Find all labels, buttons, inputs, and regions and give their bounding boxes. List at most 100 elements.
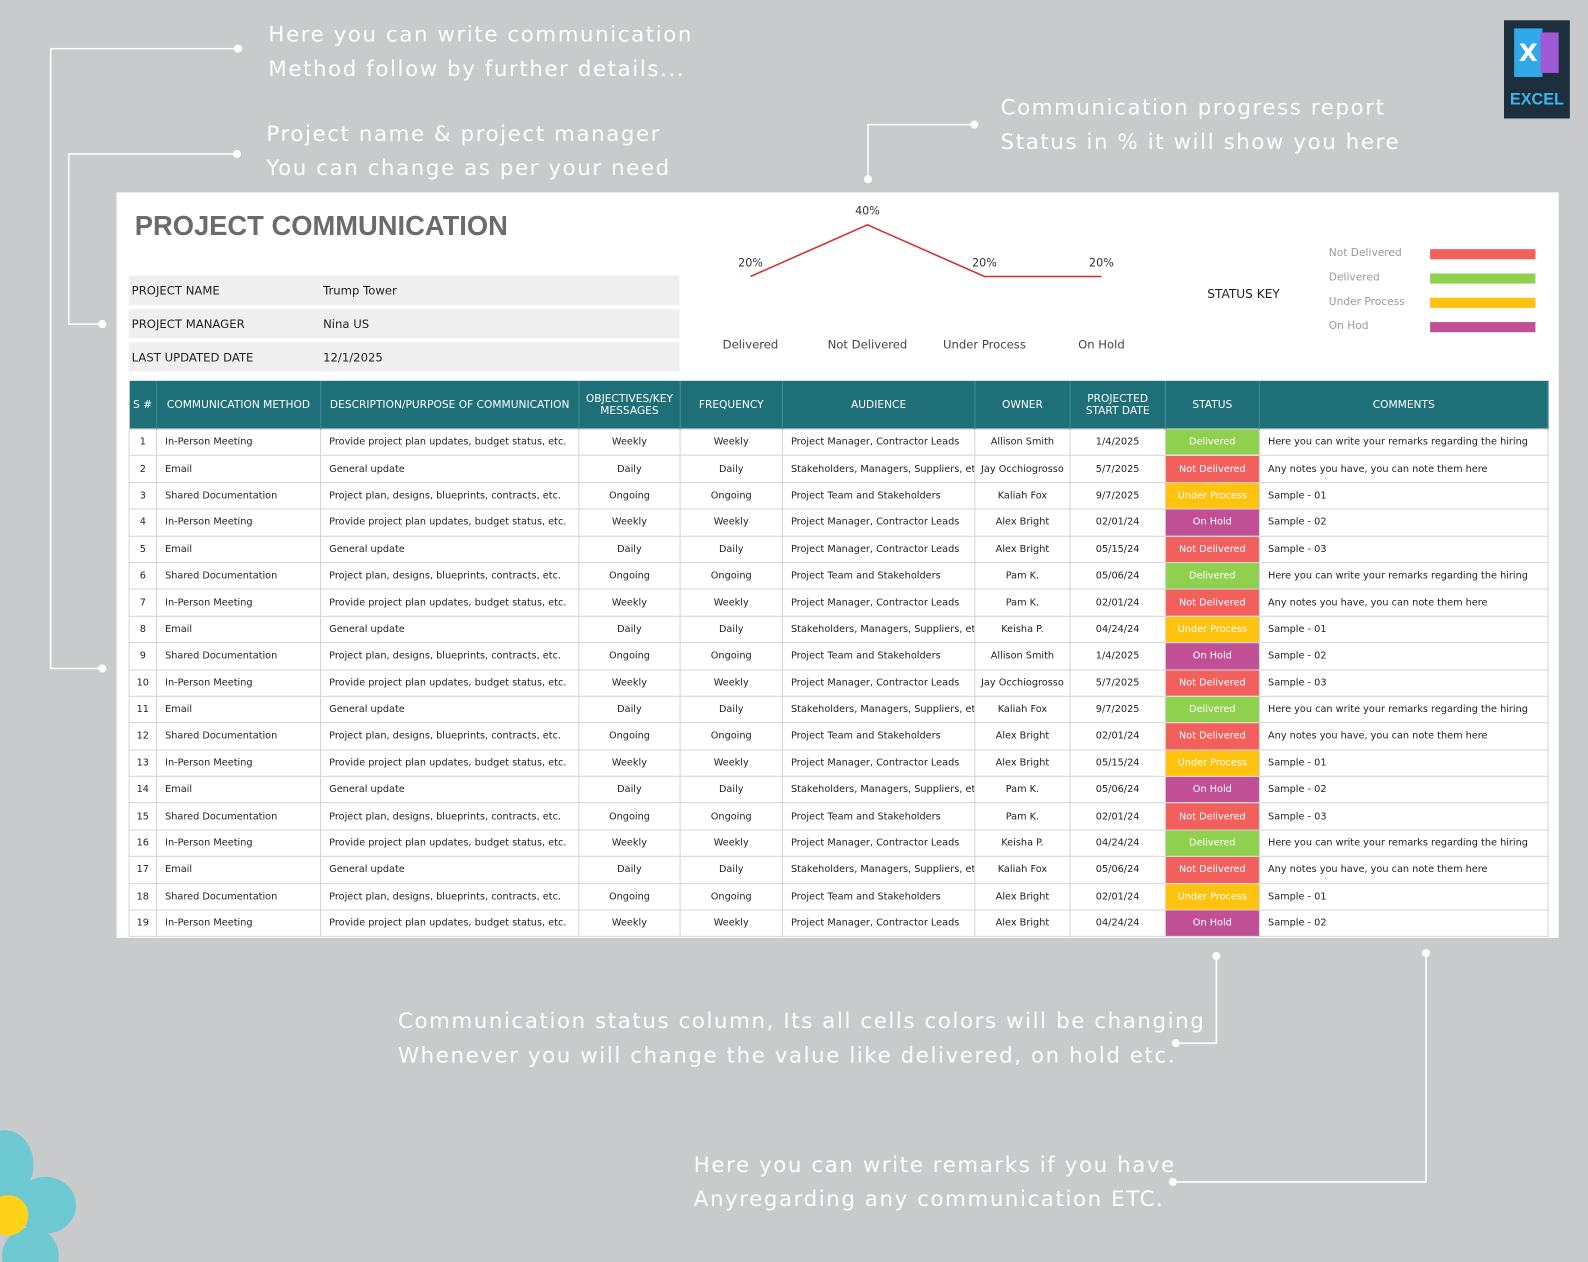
column-header: AUDIENCE	[782, 380, 976, 429]
table-cell: Ongoing	[578, 481, 681, 510]
table-cell: 9/7/2025	[1069, 695, 1166, 724]
table-cell: 9/7/2025	[1069, 481, 1166, 510]
table-cell: Sample - 01	[1258, 615, 1549, 644]
table-cell: Weekly	[679, 428, 783, 457]
table-cell: Daily	[578, 695, 681, 724]
table-row: 11 Email General update Daily Daily Stakehold…	[128, 695, 1549, 724]
table-cell: In-Person Meeting	[155, 749, 322, 777]
table-cell: Ongoing	[679, 642, 783, 670]
table-cell: Stakeholders, Managers, Suppliers, etc.	[781, 695, 976, 724]
status-cell: Under Process	[1164, 882, 1260, 911]
status-key-name: On Hod	[1328, 320, 1369, 333]
table-row: 14 Email General update Daily Daily Stakehold…	[128, 775, 1549, 804]
annotation: Communication progress report Status in %…	[1001, 90, 1401, 159]
table-cell: General update	[320, 695, 580, 724]
column-header: DESCRIPTION/PURPOSE OF COMMUNICATION	[320, 380, 580, 429]
table-cell: 3	[128, 481, 157, 510]
table-row: 13 In-Person Meeting Provide project plan …	[128, 749, 1549, 777]
status-cell: Not Delivered	[1164, 535, 1260, 564]
table-row: 17 Email General update Daily Daily Stakehold…	[128, 856, 1549, 884]
table-cell: Any notes you have, you can note them he…	[1258, 856, 1549, 884]
table-cell: Sample - 03	[1258, 802, 1549, 831]
flower	[0, 1130, 76, 1262]
annotation-line: Here you can write remarks if you have	[693, 1152, 1176, 1177]
table-cell: 02/01/24	[1069, 802, 1166, 831]
status-cell: Delivered	[1164, 829, 1260, 858]
status-key-swatch	[1430, 273, 1536, 284]
table-cell: 1/4/2025	[1069, 428, 1166, 457]
status-cell: Delivered	[1164, 695, 1260, 724]
info-value: Trump Tower	[323, 283, 397, 298]
table-cell: 5	[128, 535, 157, 564]
table-cell: Email	[155, 695, 322, 724]
table-cell: Jay Occhiogrosso	[974, 455, 1071, 483]
status-cell: Not Delivered	[1164, 668, 1260, 697]
table-cell: Daily	[578, 615, 681, 644]
table-cell: Here you can write your remarks regardin…	[1258, 695, 1549, 724]
status-cell: Not Delivered	[1164, 588, 1260, 617]
status-key-name: Not Delivered	[1328, 247, 1402, 260]
table-cell: 05/06/24	[1069, 775, 1166, 804]
table-cell: Ongoing	[578, 882, 681, 911]
table-cell: Ongoing	[679, 722, 783, 751]
table-cell: Stakeholders, Managers, Suppliers, etc.	[781, 615, 976, 644]
table-cell: Provide project plan updates, budget sta…	[320, 749, 580, 777]
table-cell: Alex Bright	[974, 722, 1071, 751]
info-label: PROJECT NAME	[131, 283, 220, 298]
table-cell: Daily	[578, 775, 681, 804]
communication-table: S # COMMUNICATION METHOD DESCRIPTION/PURPO…	[128, 380, 1549, 938]
status-cell: Under Process	[1164, 749, 1260, 777]
table-cell: Daily	[679, 775, 783, 804]
table-row: 4 In-Person Meeting Provide project plan u…	[128, 508, 1549, 537]
table-cell: Daily	[578, 856, 681, 884]
table-cell: Weekly	[578, 428, 681, 457]
table-cell: 9	[128, 642, 157, 670]
table-cell: Provide project plan updates, budget sta…	[320, 508, 580, 537]
status-cell: Under Process	[1164, 615, 1260, 644]
table-cell: 04/24/24	[1069, 829, 1166, 858]
table-cell: 02/01/24	[1069, 508, 1166, 537]
table-cell: Daily	[679, 535, 783, 564]
table-cell: Alex Bright	[974, 535, 1071, 564]
table-row: 18 Shared Documentation Project plan, desi…	[128, 882, 1549, 911]
table-row: 12 Shared Documentation Project plan, desi…	[128, 722, 1549, 751]
table-cell: 05/06/24	[1069, 856, 1166, 884]
annotation: Project name & project manager You can ch…	[266, 116, 670, 185]
table-cell: Project Team and Stakeholders	[781, 802, 976, 831]
column-header: STATUS	[1165, 380, 1260, 429]
table-cell: Provide project plan updates, budget sta…	[320, 909, 580, 938]
table-cell: Project Team and Stakeholders	[781, 562, 976, 590]
table-cell: Any notes you have, you can note them he…	[1258, 455, 1549, 483]
table-cell: Ongoing	[679, 882, 783, 911]
table-cell: 14	[128, 775, 157, 804]
table-cell: Here you can write your remarks regardin…	[1258, 428, 1549, 457]
status-key-swatch	[1430, 322, 1536, 333]
table-cell: Shared Documentation	[155, 802, 322, 831]
annotation-line: Communication status column, Its all cel…	[398, 1008, 1206, 1034]
table-cell: Ongoing	[578, 802, 681, 831]
table-cell: 7	[128, 588, 157, 617]
status-key-swatch	[1430, 249, 1536, 260]
table-cell: 1	[128, 428, 157, 457]
logo-label: EXCEL	[1509, 91, 1564, 109]
table-cell: 15	[128, 802, 157, 831]
table-cell: Ongoing	[578, 562, 681, 590]
table-cell: Weekly	[679, 749, 783, 777]
table-cell: Daily	[679, 455, 783, 483]
sheet-title: PROJECT COMMUNICATION	[134, 210, 508, 242]
table-cell: Project Manager, Contractor Leads	[781, 588, 976, 617]
table-cell: Daily	[679, 615, 783, 644]
table-cell: Kaliah Fox	[974, 695, 1071, 724]
table-cell: 02/01/24	[1069, 588, 1166, 617]
table-cell: 04/24/24	[1069, 615, 1166, 644]
table-cell: Any notes you have, you can note them he…	[1258, 588, 1549, 617]
status-cell: Not Delivered	[1164, 856, 1260, 884]
table-cell: Keisha P.	[974, 829, 1071, 858]
table-cell: Sample - 02	[1258, 508, 1549, 537]
table-cell: Alex Bright	[974, 508, 1071, 537]
status-cell: Delivered	[1164, 562, 1260, 590]
excel-logo: X EXCEL	[1504, 20, 1570, 119]
table-cell: Project plan, designs, blueprints, contr…	[320, 642, 580, 670]
logo-icon: X	[1514, 28, 1543, 77]
column-header: S #	[129, 380, 157, 429]
